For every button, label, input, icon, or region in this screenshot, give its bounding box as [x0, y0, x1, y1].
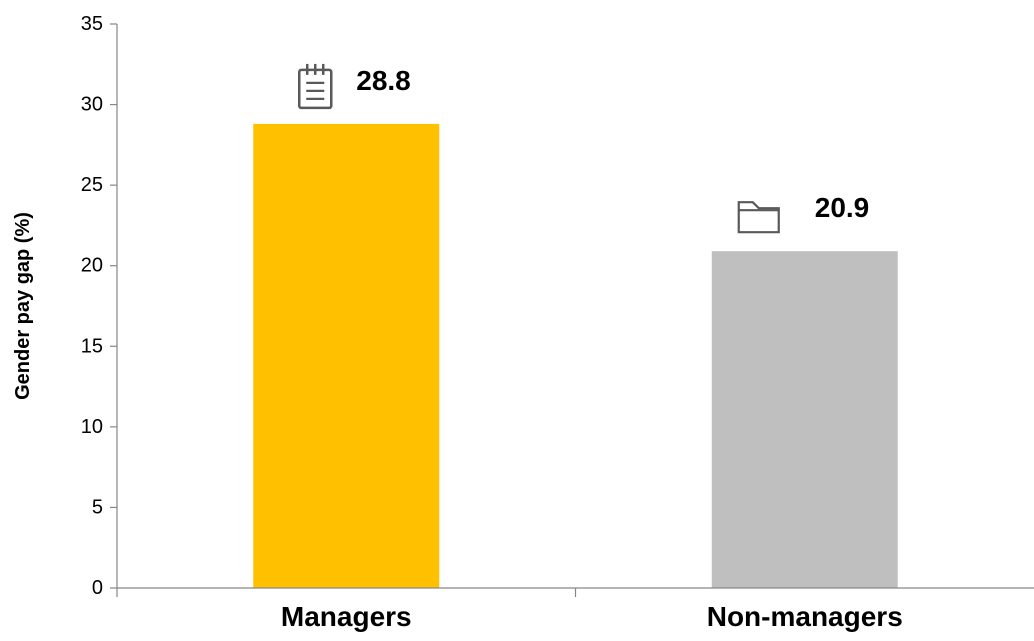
- y-tick-label: 25: [81, 174, 103, 196]
- category-label: Managers: [281, 601, 412, 632]
- y-axis-title: Gender pay gap (%): [12, 212, 34, 400]
- y-tick-label: 35: [81, 13, 103, 35]
- y-tick-label: 20: [81, 255, 103, 277]
- label-icons: [298, 63, 780, 234]
- y-tick-label: 15: [81, 335, 103, 357]
- y-axis-ticks: [110, 23, 577, 597]
- y-tick-label: 30: [81, 94, 103, 116]
- y-tick-label: 10: [81, 416, 103, 438]
- labels: 0 5 10 15 20 25 30 35 Managers 28.8 Non-managers 20…: [81, 13, 903, 632]
- notepad-icon: [298, 63, 333, 110]
- bar-managers: [253, 123, 440, 588]
- category-label: Non-managers: [707, 601, 903, 632]
- data-label: 28.8: [356, 65, 411, 96]
- y-tick-label: 5: [92, 496, 103, 518]
- data-label: 20.9: [815, 192, 870, 223]
- bar-non-managers: [711, 251, 898, 588]
- bars: [253, 123, 898, 588]
- y-tick-label: 0: [92, 577, 103, 599]
- folder-icon: [737, 201, 780, 234]
